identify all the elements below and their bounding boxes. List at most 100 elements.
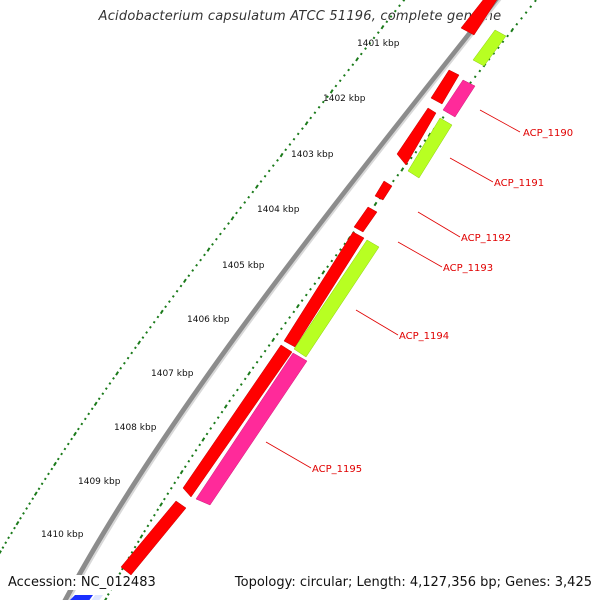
- tick-mark: [473, 75, 477, 79]
- tick-mark: [400, 167, 405, 172]
- tick-mark: [187, 459, 191, 463]
- tick-mark: [19, 516, 22, 520]
- tick-mark: [152, 320, 156, 324]
- tick-mark: [137, 340, 142, 345]
- tick-mark: [271, 337, 276, 343]
- tick-mark: [288, 143, 292, 146]
- ruler-label-1407: 1407 kbp: [151, 369, 194, 379]
- tick-mark: [313, 111, 317, 115]
- genome-backbone-shadow: [68, 0, 502, 600]
- tick-mark: [7, 536, 10, 540]
- tick-mark: [419, 145, 422, 148]
- tick-mark: [243, 377, 247, 381]
- tick-mark: [359, 52, 363, 56]
- tick-mark: [199, 258, 202, 262]
- tick-mark: [247, 195, 251, 199]
- tick-mark: [97, 397, 101, 401]
- tick-mark: [205, 432, 209, 436]
- tick-mark: [304, 121, 309, 126]
- tick-mark: [296, 132, 300, 136]
- contig-edge: [91, 595, 103, 600]
- magenta-feature: [195, 352, 308, 506]
- tick-mark: [201, 437, 206, 442]
- tick-mark: [529, 5, 533, 9]
- tick-mark: [380, 24, 385, 30]
- magenta-feature: [442, 79, 476, 118]
- ruler-label-1402: 1402 kbp: [323, 94, 366, 104]
- tick-mark: [13, 526, 16, 530]
- ruler-label-1404: 1404 kbp: [257, 205, 300, 215]
- green-feature: [472, 29, 507, 67]
- cds-feature: [396, 107, 437, 166]
- tick-mark: [259, 180, 263, 183]
- tick-mark: [232, 394, 235, 397]
- tick-mark: [263, 174, 267, 178]
- tick-mark: [326, 95, 329, 99]
- tick-mark: [139, 534, 144, 539]
- tick-mark: [118, 572, 122, 575]
- tick-mark: [149, 325, 152, 329]
- tick-mark: [146, 524, 150, 528]
- tick-mark: [393, 9, 397, 13]
- ruler-label-1408: 1408 kbp: [114, 423, 157, 433]
- tick-mark: [254, 184, 259, 189]
- tick-mark: [182, 278, 187, 284]
- tick-mark: [364, 47, 367, 50]
- tick-mark: [385, 20, 389, 24]
- map-title: Acidobacterium capsulatum ATCC 51196, co…: [98, 9, 502, 24]
- tick-mark: [159, 309, 164, 315]
- tick-mark: [223, 227, 226, 231]
- tick-mark: [275, 332, 279, 336]
- tick-mark: [215, 237, 218, 241]
- tick-mark: [126, 356, 130, 360]
- cds-feature: [460, 0, 498, 36]
- gene-label: ACP_1195: [312, 464, 362, 475]
- tick-mark: [53, 461, 57, 467]
- tick-mark: [56, 457, 60, 461]
- tick-mark: [243, 201, 247, 204]
- cds-feature: [430, 69, 460, 105]
- tick-mark: [15, 520, 20, 526]
- tick-mark: [309, 287, 312, 291]
- tick-mark: [166, 492, 170, 496]
- tick-mark: [168, 300, 171, 303]
- tick-mark: [123, 361, 126, 365]
- tick-mark: [73, 431, 77, 437]
- tick-mark: [351, 63, 355, 67]
- tick-mark: [47, 472, 50, 476]
- tick-mark: [101, 392, 105, 396]
- tick-mark: [321, 100, 325, 104]
- tick-mark: [441, 116, 445, 119]
- tick-mark: [83, 417, 87, 421]
- green-feature: [293, 239, 380, 358]
- tick-mark: [520, 17, 523, 20]
- tick-mark: [396, 173, 400, 177]
- tick-mark: [223, 404, 228, 409]
- tick-mark: [515, 22, 519, 26]
- tick-mark: [343, 74, 346, 77]
- tick-mark: [136, 540, 140, 544]
- genome-backbone: [62, 0, 500, 600]
- tick-mark: [106, 593, 110, 596]
- gene-labels: ACP_1190 ACP_1191 ACP_1192 ACP_1193 ACP_…: [312, 128, 573, 475]
- tick-mark: [33, 491, 38, 496]
- tick-mark: [251, 366, 255, 370]
- tick-mark: [506, 34, 509, 38]
- tick-mark: [90, 407, 94, 411]
- tick-mark: [31, 497, 35, 501]
- tick-mark: [216, 416, 220, 419]
- tick-mark: [398, 4, 401, 8]
- tick-mark: [321, 270, 326, 275]
- tick-mark: [414, 150, 418, 154]
- ruler-label-1405: 1405 kbp: [222, 261, 265, 271]
- cds-track: [120, 0, 498, 576]
- tick-mark: [478, 69, 482, 73]
- tick-mark: [22, 512, 25, 515]
- tick-mark: [133, 545, 137, 549]
- tick-mark: [236, 388, 239, 392]
- gene-label: ACP_1193: [443, 263, 493, 274]
- tick-mark: [347, 68, 350, 72]
- tick-mark: [104, 387, 108, 390]
- tick-mark: [389, 15, 393, 18]
- tick-mark: [239, 206, 242, 210]
